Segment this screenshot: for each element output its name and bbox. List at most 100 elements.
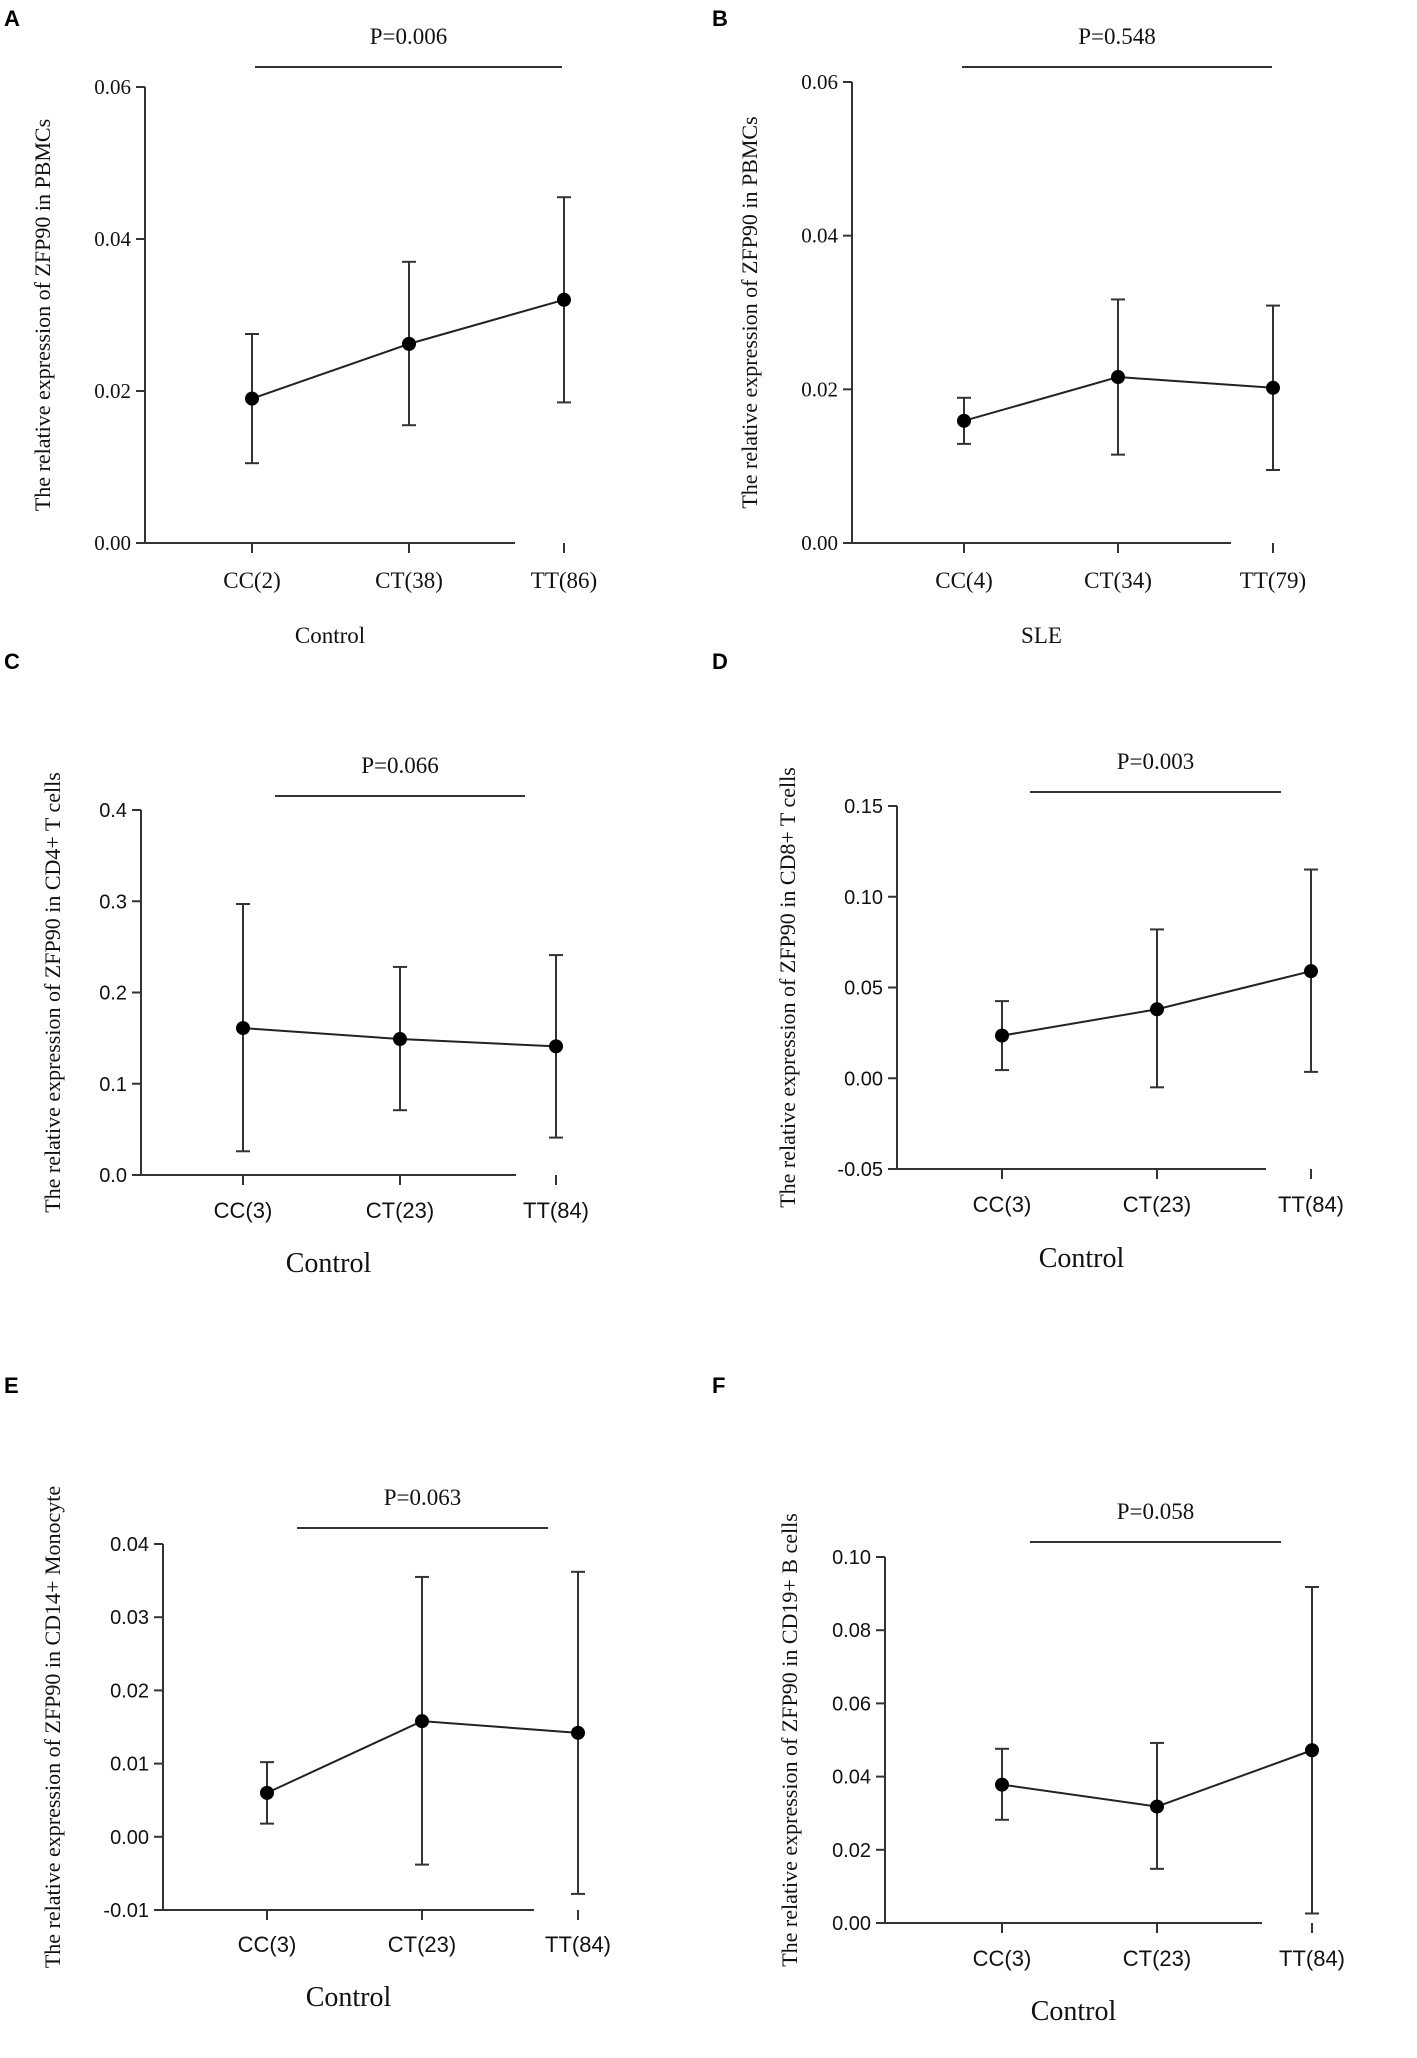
panel-f: F 0.00 0.02 0.04 0.06 0.08 0.10 CC(3) CT(23) TT(… [712, 1373, 1345, 2027]
data-point [402, 336, 416, 351]
y-tick-label: 0.1 [99, 1074, 127, 1096]
y-tick-label: 0.02 [110, 1680, 149, 1702]
significance-label: P=0.006 [370, 24, 448, 49]
panel-a-letter: A [4, 6, 20, 31]
data-point [571, 1725, 585, 1740]
panel-a: A 0.00 0.02 0.04 0.06 CC(2) CT(38) TT(86) Contr… [4, 6, 597, 648]
y-tick-label: 0.00 [110, 1827, 149, 1849]
y-axis-label: The relative expression of ZFP90 in PBMC… [737, 116, 762, 508]
x-tick-label: TT(79) [1240, 568, 1306, 593]
data-point [260, 1785, 274, 1800]
x-tick-label: CC(3) [973, 1946, 1032, 1971]
data-point [995, 1777, 1009, 1792]
y-tick-label: 0.00 [832, 1913, 871, 1935]
x-tick-label: CC(3) [973, 1192, 1032, 1217]
significance-label: P=0.066 [361, 753, 439, 778]
data-point [549, 1039, 563, 1054]
x-tick-label: CT(23) [1123, 1192, 1191, 1217]
x-tick-label: CT(38) [375, 568, 443, 593]
y-tick-label: -0.05 [837, 1159, 883, 1181]
data-point [1304, 964, 1318, 979]
panel-b-plot: 0.00 0.02 0.04 0.06 CC(4) CT(34) TT(79) SLE The … [737, 24, 1306, 648]
panel-f-letter: F [712, 1373, 725, 1398]
x-tick-label: CC(3) [214, 1198, 273, 1223]
panel-c-letter: C [4, 649, 20, 674]
y-tick-label: 0.05 [844, 978, 883, 1000]
panel-b: B 0.00 0.02 0.04 0.06 CC(4) CT(34) TT(79) SLE Th… [712, 6, 1306, 648]
y-tick-label: 0.03 [110, 1607, 149, 1629]
y-axis-label: The relative expression of ZFP90 in PBMC… [30, 119, 55, 511]
data-point [1150, 1799, 1164, 1814]
y-tick-label: 0.00 [94, 531, 131, 555]
data-point [1150, 1002, 1164, 1017]
data-point [236, 1021, 250, 1036]
y-tick-label: 0.00 [801, 531, 838, 555]
panel-a-plot: 0.00 0.02 0.04 0.06 CC(2) CT(38) TT(86) Control… [30, 24, 597, 648]
x-axis-label: Control [1039, 1243, 1125, 1274]
x-tick-label: CT(23) [366, 1198, 434, 1223]
y-tick-label: 0.02 [94, 379, 131, 403]
data-point [957, 413, 971, 428]
y-tick-label: 0.06 [94, 75, 131, 99]
y-axis-label: The relative expression of ZFP90 in CD19… [777, 1513, 802, 1967]
x-tick-label: TT(86) [531, 568, 597, 593]
data-point [995, 1028, 1009, 1043]
significance-label: P=0.003 [1117, 749, 1195, 774]
x-tick-label: CC(4) [935, 568, 993, 593]
y-tick-label: 0.08 [832, 1620, 871, 1642]
y-tick-label: 0.15 [844, 796, 883, 818]
panel-e: E -0.01 0.00 0.01 0.02 0.03 0.04 CC(3) CT(23) TT… [4, 1373, 611, 2013]
data-point [245, 391, 259, 406]
y-tick-label: 0.3 [99, 891, 127, 913]
x-tick-label: CC(2) [223, 568, 281, 593]
y-tick-label: 0.04 [110, 1534, 149, 1556]
data-point [415, 1714, 429, 1729]
y-tick-label: 0.4 [99, 800, 127, 822]
x-tick-label: TT(84) [1278, 1192, 1344, 1217]
y-axis-label: The relative expression of ZFP90 in CD8+… [775, 767, 800, 1208]
y-tick-label: 0.06 [832, 1693, 871, 1715]
x-axis-label: Control [286, 1248, 372, 1279]
y-tick-label: 0.2 [99, 983, 127, 1005]
y-tick-label: 0.0 [99, 1165, 127, 1187]
significance-label: P=0.063 [384, 1485, 462, 1510]
x-axis-label: Control [295, 623, 365, 648]
y-tick-label: 0.01 [110, 1754, 149, 1776]
y-tick-label: -0.01 [103, 1900, 149, 1922]
panel-f-plot: 0.00 0.02 0.04 0.06 0.08 0.10 CC(3) CT(23) TT(84… [777, 1499, 1345, 2027]
data-point [1266, 380, 1280, 395]
panel-d: D -0.05 0.00 0.05 0.10 0.15 CC(3) CT(23) TT(84)… [712, 649, 1344, 1274]
x-axis-label: SLE [1021, 623, 1062, 648]
x-tick-label: CT(34) [1084, 568, 1152, 593]
x-tick-label: CT(23) [388, 1932, 456, 1957]
y-tick-label: 0.06 [801, 70, 838, 94]
y-tick-label: 0.04 [94, 227, 131, 251]
data-point [1111, 370, 1125, 385]
panel-c: C 0.0 0.1 0.2 0.3 0.4 CC(3) CT(23) TT(84) Contro… [4, 649, 589, 1279]
y-tick-label: 0.00 [844, 1068, 883, 1090]
y-tick-label: 0.10 [832, 1547, 871, 1569]
significance-label: P=0.058 [1117, 1499, 1195, 1524]
x-axis-label: Control [1031, 1996, 1117, 2027]
y-axis-label: The relative expression of ZFP90 in CD14… [40, 1486, 65, 1968]
data-point [1305, 1743, 1319, 1758]
y-tick-label: 0.10 [844, 887, 883, 909]
data-point [393, 1032, 407, 1047]
y-tick-label: 0.04 [832, 1767, 871, 1789]
y-tick-label: 0.02 [801, 377, 838, 401]
panel-d-plot: -0.05 0.00 0.05 0.10 0.15 CC(3) CT(23) TT(84) Co… [775, 749, 1344, 1274]
panel-c-plot: 0.0 0.1 0.2 0.3 0.4 CC(3) CT(23) TT(84) Control T… [40, 753, 589, 1279]
x-tick-label: CT(23) [1123, 1946, 1191, 1971]
y-axis-label: The relative expression of ZFP90 in CD4+… [40, 772, 65, 1213]
data-point [557, 292, 571, 307]
panel-e-letter: E [4, 1373, 19, 1398]
x-axis-label: Control [306, 1982, 392, 2013]
y-tick-label: 0.02 [832, 1840, 871, 1862]
panel-b-letter: B [712, 6, 728, 31]
x-tick-label: CC(3) [238, 1932, 297, 1957]
y-tick-label: 0.04 [801, 224, 838, 248]
significance-label: P=0.548 [1078, 24, 1156, 49]
x-tick-label: TT(84) [523, 1198, 589, 1223]
panel-d-letter: D [712, 649, 728, 674]
